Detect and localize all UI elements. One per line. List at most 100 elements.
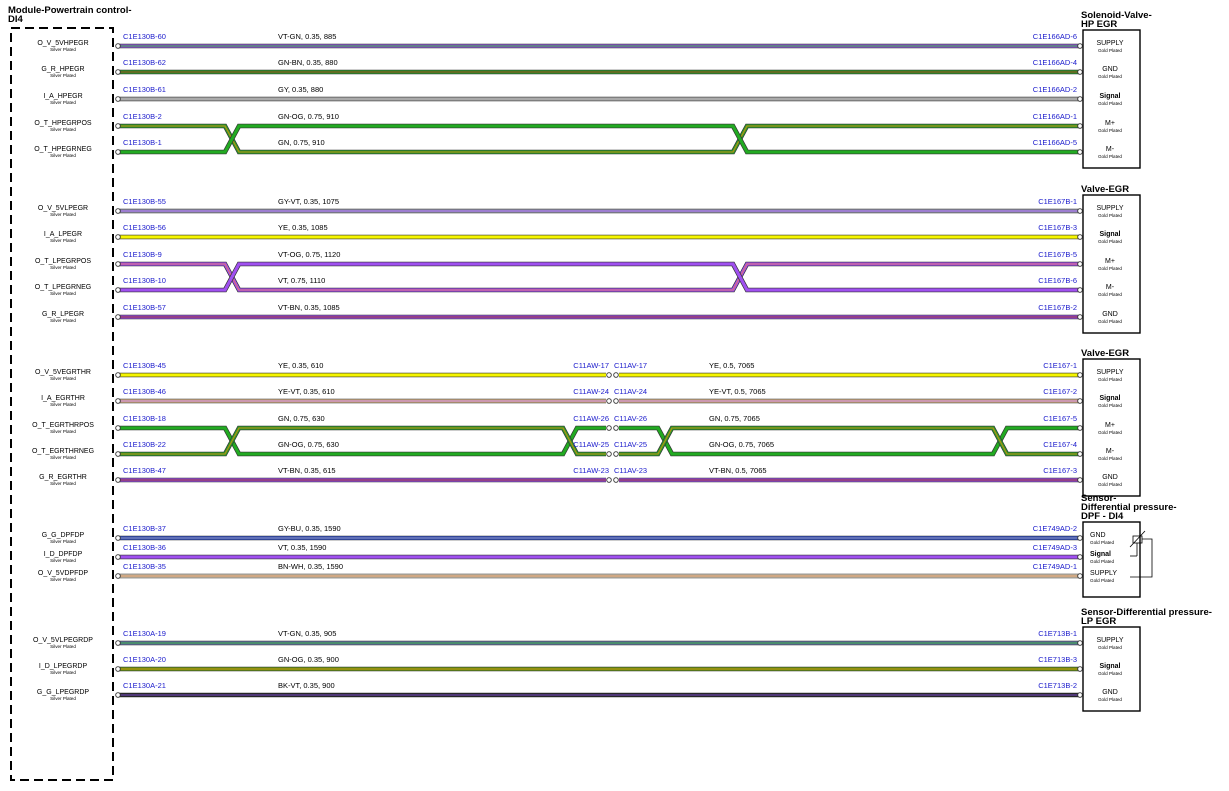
module-pin-plating: Silver Plated bbox=[50, 481, 76, 486]
component-box bbox=[1082, 626, 1141, 712]
component-pin: SUPPLY bbox=[1096, 369, 1123, 376]
terminal bbox=[613, 372, 619, 378]
sensor-symbol bbox=[1129, 530, 1153, 578]
terminal bbox=[613, 477, 619, 483]
terminal bbox=[606, 477, 612, 483]
module-title: Module-Powertrain control- bbox=[8, 5, 132, 16]
connector-from: C1E130B-10 bbox=[123, 276, 166, 285]
wire-spec: VT, 0.35, 1590 bbox=[278, 543, 326, 552]
module-pin-plating: Silver Plated bbox=[50, 318, 76, 323]
module-pin-plating: Silver Plated bbox=[50, 153, 76, 158]
wire-stripe bbox=[619, 427, 1080, 455]
component-pin-plating: Gold Plated bbox=[1098, 319, 1122, 324]
wire-stripe bbox=[118, 427, 606, 455]
module-pin: O_V_5VLPEGR bbox=[38, 205, 88, 212]
component-pin-plating: Gold Plated bbox=[1098, 239, 1122, 244]
connector-from: C1E130B-60 bbox=[123, 32, 166, 41]
connector-to: C1E167-4 bbox=[1043, 440, 1077, 449]
component-pin-plating: Gold Plated bbox=[1098, 645, 1122, 650]
wire-spec: GY-BU, 0.35, 1590 bbox=[278, 524, 341, 533]
terminal bbox=[1077, 554, 1083, 560]
component-pin-plating: Gold Plated bbox=[1090, 559, 1114, 564]
wire-spec: BN-WH, 0.35, 1590 bbox=[278, 562, 343, 571]
component-pin-plating: Gold Plated bbox=[1098, 430, 1122, 435]
module-pin: O_T_EGRTHRPOS bbox=[32, 422, 94, 429]
module-pin: O_T_HPEGRNEG bbox=[34, 146, 92, 153]
component-title: HP EGR bbox=[1081, 19, 1117, 30]
wire-stripe bbox=[118, 427, 606, 455]
connector-to: C1E713B-1 bbox=[1038, 629, 1077, 638]
wire-spec: GN-OG, 0.75, 630 bbox=[278, 440, 339, 449]
module-pin-plating: Silver Plated bbox=[50, 696, 76, 701]
wire-outline bbox=[118, 425, 606, 457]
terminal bbox=[606, 372, 612, 378]
module-pin-plating: Silver Plated bbox=[50, 265, 76, 270]
inline-connector: C11AV-26 bbox=[614, 414, 647, 423]
wire-spec: GN, 0.75, 910 bbox=[278, 138, 325, 147]
terminal bbox=[1077, 69, 1083, 75]
wire-spec: VT-BN, 0.5, 7065 bbox=[709, 466, 767, 475]
terminal bbox=[115, 573, 121, 579]
connector-to: C1E167B-1 bbox=[1038, 197, 1077, 206]
component-pin-plating: Gold Plated bbox=[1090, 578, 1114, 583]
component-box bbox=[1082, 194, 1141, 334]
module-pin-plating: Silver Plated bbox=[50, 73, 76, 78]
wire bbox=[619, 426, 1080, 456]
component-title: Valve-EGR bbox=[1081, 184, 1129, 195]
component-pin-plating: Gold Plated bbox=[1098, 377, 1122, 382]
inline-connector: C11AW-26 bbox=[573, 414, 609, 423]
component-pin-plating: Gold Plated bbox=[1098, 128, 1122, 133]
terminal bbox=[1077, 425, 1083, 431]
wire-spec: GN, 0.75, 7065 bbox=[709, 414, 760, 423]
terminal bbox=[115, 149, 121, 155]
connector-from: C1E130B-62 bbox=[123, 58, 166, 67]
module-pin-plating: Silver Plated bbox=[50, 47, 76, 52]
module-pin-plating: Silver Plated bbox=[50, 577, 76, 582]
terminal bbox=[1077, 535, 1083, 541]
module-pin: G_R_LPEGR bbox=[42, 311, 84, 318]
connector-from: C1E130B-2 bbox=[123, 112, 162, 121]
component-pin: Signal bbox=[1099, 231, 1120, 238]
component-pin: M- bbox=[1106, 146, 1115, 153]
wire bbox=[118, 426, 606, 456]
terminal bbox=[115, 451, 121, 457]
connector-to: C1E749AD-3 bbox=[1033, 543, 1077, 552]
terminal bbox=[1077, 208, 1083, 214]
connector-from: C1E130B-22 bbox=[123, 440, 166, 449]
terminal bbox=[115, 425, 121, 431]
wire-outline bbox=[118, 123, 1080, 155]
component-title: DPF - DI4 bbox=[1081, 511, 1124, 522]
terminal bbox=[115, 398, 121, 404]
connector-to: C1E167B-6 bbox=[1038, 276, 1077, 285]
module-pin: O_V_5VHPEGR bbox=[37, 40, 88, 47]
terminal bbox=[1077, 261, 1083, 267]
component-pin: GND bbox=[1102, 474, 1118, 481]
connector-from: C1E130B-36 bbox=[123, 543, 166, 552]
wire-stripe bbox=[619, 427, 1080, 455]
wire-spec: VT-OG, 0.75, 1120 bbox=[278, 250, 340, 259]
module-pin-plating: Silver Plated bbox=[50, 376, 76, 381]
terminal bbox=[115, 640, 121, 646]
inline-connector: C11AW-25 bbox=[573, 440, 609, 449]
connector-from: C1E130A-19 bbox=[123, 629, 166, 638]
module-pin-plating: Silver Plated bbox=[50, 127, 76, 132]
terminal bbox=[115, 554, 121, 560]
wire-spec: VT, 0.75, 1110 bbox=[278, 276, 325, 285]
component-pin: SUPPLY bbox=[1096, 40, 1123, 47]
terminal bbox=[613, 451, 619, 457]
module-pin: O_T_LPEGRPOS bbox=[35, 258, 91, 265]
terminal bbox=[115, 314, 121, 320]
component-box bbox=[1082, 29, 1141, 169]
wire-spec: GN, 0.75, 630 bbox=[278, 414, 325, 423]
connector-from: C1E130B-35 bbox=[123, 562, 166, 571]
terminal bbox=[613, 425, 619, 431]
connector-from: C1E130B-57 bbox=[123, 303, 166, 312]
module-pin: O_T_EGRTHRNEG bbox=[32, 448, 94, 455]
terminal bbox=[1077, 234, 1083, 240]
wire-spec: YE, 0.35, 610 bbox=[278, 361, 323, 370]
component-pin: M+ bbox=[1105, 120, 1115, 127]
connector-to: C1E166AD-6 bbox=[1033, 32, 1077, 41]
terminal bbox=[1077, 96, 1083, 102]
component-pin-plating: Gold Plated bbox=[1098, 101, 1122, 106]
component-pin: SUPPLY bbox=[1096, 205, 1123, 212]
